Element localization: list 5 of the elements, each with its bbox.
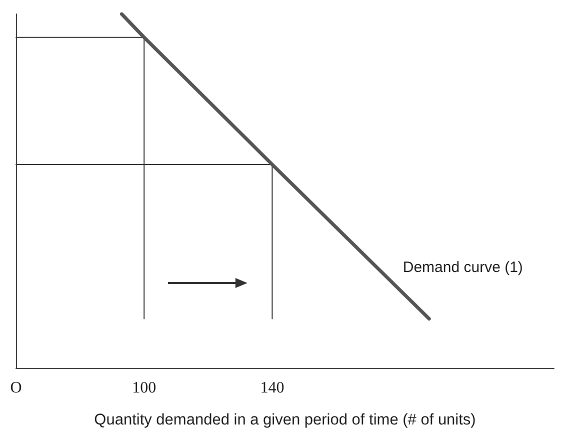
x-tick-label: 140 bbox=[260, 380, 284, 396]
x-tick-label: 100 bbox=[132, 380, 156, 396]
series-label: Demand curve (1) bbox=[402, 259, 523, 276]
x-tick-label: O bbox=[10, 380, 22, 396]
x-axis-title: Quantity demanded in a given period of time (# of units) bbox=[94, 412, 476, 428]
